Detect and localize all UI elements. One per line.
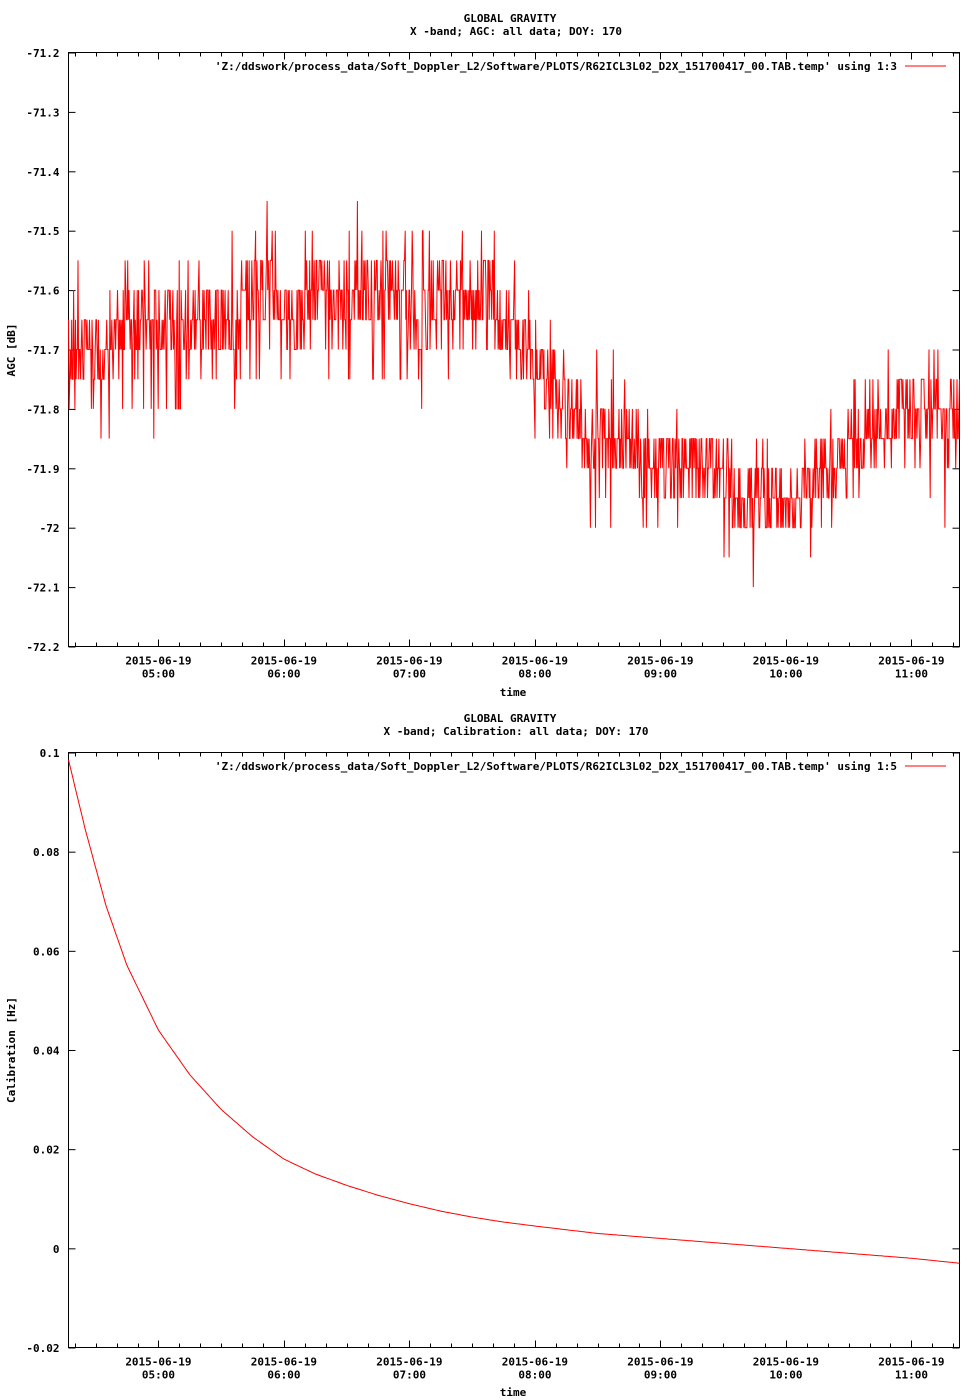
calibration-y-tick-label: 0.04 <box>33 1045 60 1058</box>
calibration-series <box>68 759 960 1264</box>
agc-x-tick-time: 05:00 <box>142 668 175 681</box>
calibration-y-tick-label: 0.02 <box>33 1144 60 1157</box>
calibration-x-tick-date: 2015-06-19 <box>878 1356 944 1369</box>
calibration-x-tick-date: 2015-06-19 <box>627 1356 693 1369</box>
agc-x-tick-time: 09:00 <box>644 668 677 681</box>
calibration-chart-subtitle: X -band; Calibration: all data; DOY: 170 <box>384 725 649 738</box>
agc-y-tick-label: -71.6 <box>26 285 59 298</box>
agc-y-tick-label: -71.9 <box>26 463 59 476</box>
calibration-y-tick-label: 0.1 <box>40 747 60 760</box>
calibration-series-line <box>68 759 960 1264</box>
calibration-x-tick-date: 2015-06-19 <box>502 1356 568 1369</box>
agc-x-ticks: 2015-06-1905:002015-06-1906:002015-06-19… <box>75 52 954 681</box>
calibration-x-tick-date: 2015-06-19 <box>376 1356 442 1369</box>
agc-y-tick-label: -71.7 <box>26 344 59 357</box>
agc-y-tick-label: -71.4 <box>26 166 59 179</box>
agc-x-tick-date: 2015-06-19 <box>878 655 944 668</box>
agc-legend-label: 'Z:/ddswork/process_data/Soft_Doppler_L2… <box>215 60 897 73</box>
calibration-y-tick-label: 0.08 <box>33 846 60 859</box>
agc-series <box>68 200 960 588</box>
agc-y-tick-label: -71.2 <box>26 47 59 60</box>
calibration-chart-title: GLOBAL GRAVITY <box>464 712 557 725</box>
agc-y-tick-label: -71.8 <box>26 403 59 416</box>
agc-x-tick-time: 08:00 <box>518 668 551 681</box>
calibration-y-tick-label: 0 <box>53 1243 60 1256</box>
calibration-y-ticks: 0.1 0.08 0.06 0.04 0.02 0 -0.02 <box>26 747 960 1355</box>
agc-x-axis-label: time <box>500 686 527 699</box>
agc-x-tick-date: 2015-06-19 <box>376 655 442 668</box>
agc-x-tick-date: 2015-06-19 <box>753 655 819 668</box>
agc-chart-title: GLOBAL GRAVITY <box>464 12 557 25</box>
calibration-x-axis-label: time <box>500 1386 527 1399</box>
agc-y-tick-label: -72 <box>40 522 60 535</box>
calibration-x-tick-time: 08:00 <box>518 1369 551 1382</box>
agc-x-tick-time: 07:00 <box>393 668 426 681</box>
calibration-y-tick-label: -0.02 <box>26 1342 59 1355</box>
agc-y-axis-label: AGC [dB] <box>5 324 18 377</box>
calibration-x-tick-time: 09:00 <box>644 1369 677 1382</box>
calibration-chart: GLOBAL GRAVITY X -band; Calibration: all… <box>5 712 960 1399</box>
agc-y-ticks: -71.2 -71.3 -71.4 -71.5 -71.6 -71.7 -71.8 -71.9… <box>26 47 960 654</box>
calibration-y-axis-label: Calibration [Hz] <box>5 997 18 1103</box>
agc-chart: GLOBAL GRAVITY X -band; AGC: all data; D… <box>5 12 960 699</box>
calibration-x-ticks: 2015-06-1905:002015-06-1906:002015-06-19… <box>75 752 954 1382</box>
agc-chart-subtitle: X -band; AGC: all data; DOY: 170 <box>410 25 622 38</box>
agc-x-tick-date: 2015-06-19 <box>125 655 191 668</box>
calibration-legend-label: 'Z:/ddswork/process_data/Soft_Doppler_L2… <box>215 760 897 773</box>
agc-y-tick-label: -71.5 <box>26 225 59 238</box>
agc-x-tick-date: 2015-06-19 <box>251 655 317 668</box>
calibration-plot-frame <box>68 752 960 1348</box>
agc-y-tick-label: -72.1 <box>26 582 59 595</box>
agc-x-tick-time: 11:00 <box>895 668 928 681</box>
calibration-x-tick-time: 07:00 <box>393 1369 426 1382</box>
calibration-x-tick-time: 10:00 <box>769 1369 802 1382</box>
calibration-y-tick-label: 0.06 <box>33 945 60 958</box>
calibration-x-tick-date: 2015-06-19 <box>251 1356 317 1369</box>
calibration-x-tick-time: 05:00 <box>142 1369 175 1382</box>
calibration-x-tick-time: 06:00 <box>267 1369 300 1382</box>
agc-x-tick-time: 06:00 <box>267 668 300 681</box>
agc-series-line <box>68 200 960 588</box>
calibration-x-tick-date: 2015-06-19 <box>125 1356 191 1369</box>
agc-x-tick-time: 10:00 <box>769 668 802 681</box>
agc-y-tick-label: -71.3 <box>26 106 59 119</box>
calibration-x-tick-date: 2015-06-19 <box>753 1356 819 1369</box>
agc-x-tick-date: 2015-06-19 <box>627 655 693 668</box>
agc-y-tick-label: -72.2 <box>26 641 59 654</box>
agc-x-tick-date: 2015-06-19 <box>502 655 568 668</box>
calibration-x-tick-time: 11:00 <box>895 1369 928 1382</box>
